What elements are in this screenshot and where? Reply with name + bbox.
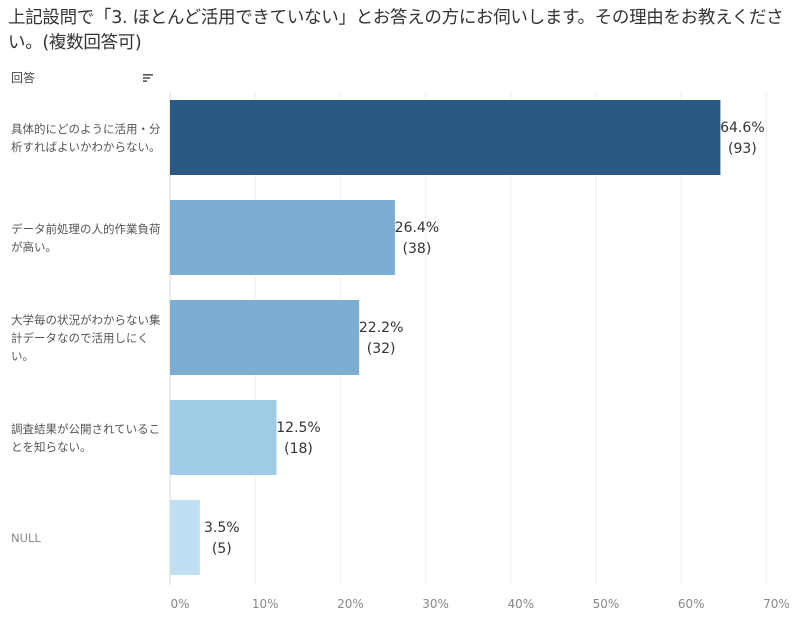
bar-count-label: (5) <box>212 541 232 557</box>
bar-count-label: (18) <box>284 441 313 457</box>
bar[interactable] <box>170 500 200 575</box>
bar-percent-label: 26.4% <box>395 220 439 236</box>
bar-count-label: (38) <box>403 241 432 257</box>
bar-percent-label: 3.5% <box>204 520 240 536</box>
x-tick-label: 30% <box>422 597 449 611</box>
x-tick-label: 20% <box>337 597 364 611</box>
x-tick-label: 60% <box>678 597 705 611</box>
bar-percent-label: 64.6% <box>720 120 764 136</box>
x-tick-label: 40% <box>507 597 534 611</box>
bar-percent-label: 22.2% <box>359 320 403 336</box>
category-label: NULL <box>11 530 41 545</box>
bar[interactable] <box>170 300 360 375</box>
axis-header-label: 回答 <box>11 71 36 85</box>
bar-percent-label: 12.5% <box>276 420 320 436</box>
bar-count-label: (32) <box>367 341 396 357</box>
bar[interactable] <box>170 200 395 275</box>
bar[interactable] <box>170 100 721 175</box>
x-tick-label: 50% <box>593 597 620 611</box>
x-tick-label: 10% <box>252 597 279 611</box>
category-label: データ前処理の人的作業負荷が高い。 <box>11 221 161 254</box>
chart-title: 上記設問で「3. ほとんど活用できていない」とお答えの方にお伺いします。その理由… <box>8 8 784 53</box>
x-tick-label: 70% <box>763 597 790 611</box>
category-label: 具体的にどのように活用・分析すればよいかわからない。 <box>11 121 161 154</box>
bar-count-label: (93) <box>728 141 757 157</box>
category-label: 調査結果が公開されていることを知らない。 <box>11 421 161 454</box>
sort-icon[interactable] <box>142 72 154 84</box>
x-tick-label: 0% <box>170 597 189 611</box>
bar[interactable] <box>170 400 277 475</box>
category-label: 大学毎の状況がわからない集計データなので活用しにくい。 <box>11 312 161 363</box>
